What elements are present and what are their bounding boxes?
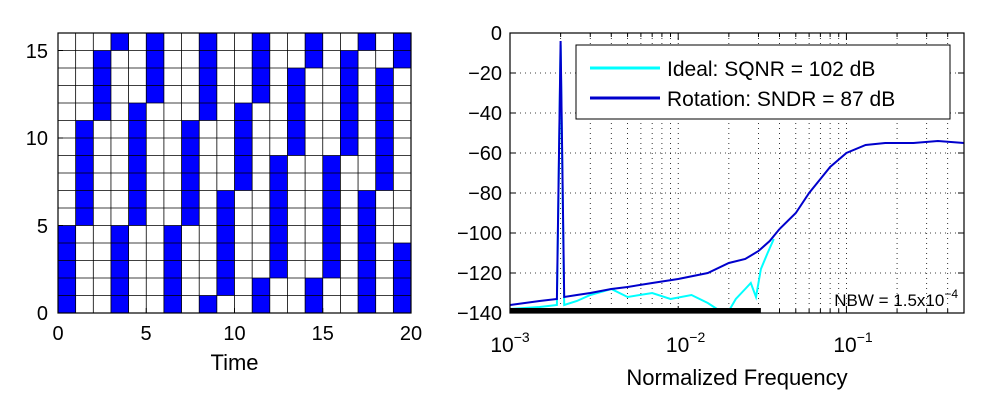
legend-label-ideal: Ideal: SQNR = 102 dB: [667, 58, 875, 81]
heatmap-y-tick-1: 5: [37, 216, 48, 238]
spectrum-y-tick-5: −100: [457, 223, 502, 245]
spectrum-frame: [509, 32, 965, 314]
heatmap-y-tick-3: 15: [26, 41, 48, 63]
spectrum-chart: 0 −20 −40 −60 −80 −100 −120 −140 10−3 10…: [457, 23, 965, 390]
heatmap-grid: [58, 33, 411, 313]
heatmap-x-label: Time: [210, 350, 258, 375]
spectrum-x-tick-0: 10−3: [490, 329, 530, 357]
spectrum-y-tick-0: 0: [491, 23, 502, 45]
heatmap-cell: [269, 155, 288, 278]
spectrum-y-tick-2: −40: [468, 103, 502, 125]
heatmap-x-tick-3: 15: [312, 323, 334, 345]
heatmap-cell: [287, 68, 306, 156]
heatmap-cell: [128, 103, 147, 226]
nbw-annotation: NBW = 1.5x10−4: [834, 287, 958, 310]
series-line-rotation: [510, 40, 964, 306]
spectrum-ticks: [509, 32, 965, 314]
heatmap-cell: [199, 33, 217, 121]
heatmap-x-tick-4: 20: [400, 323, 422, 345]
heatmap-cell: [358, 33, 376, 51]
heatmap-cell: [163, 225, 182, 313]
legend-label-rotation: Rotation: SNDR = 87 dB: [667, 88, 895, 111]
heatmap-x-tick-0: 0: [52, 323, 63, 345]
heatmap-cell: [234, 103, 253, 191]
heatmap-chart: 0 5 10 15 20 0 5 10 15 Time: [26, 32, 422, 375]
spectrum-y-tick-3: −60: [468, 143, 502, 165]
heatmap-cell: [110, 225, 129, 313]
heatmap-cell: [110, 33, 129, 51]
spectrum-y-tick-1: −20: [468, 63, 502, 85]
legend: Ideal: SQNR = 102 dB Rotation: SNDR = 87…: [575, 44, 951, 120]
spectrum-y-tick-6: −120: [457, 263, 502, 285]
heatmap-cell: [199, 295, 217, 313]
spectrum-x-tick-1: 10−2: [666, 329, 706, 357]
heatmap-cell: [358, 190, 376, 313]
heatmap-ticks: [57, 50, 412, 314]
heatmap-y-tick-0: 0: [37, 303, 48, 325]
heatmap-y-tick-2: 10: [26, 128, 48, 150]
heatmap-x-tick-2: 10: [223, 323, 245, 345]
heatmap-x-tick-1: 5: [140, 323, 151, 345]
heatmap-cell: [322, 155, 341, 278]
spectrum-y-tick-7: −140: [457, 303, 502, 325]
heatmap-cell: [58, 225, 76, 313]
spectrum-x-label: Normalized Frequency: [626, 365, 847, 390]
heatmap-cell: [375, 68, 394, 191]
spectrum-y-tick-4: −80: [468, 183, 502, 205]
legend-box: [575, 44, 951, 120]
spectrum-x-tick-2: 10−1: [833, 329, 873, 357]
